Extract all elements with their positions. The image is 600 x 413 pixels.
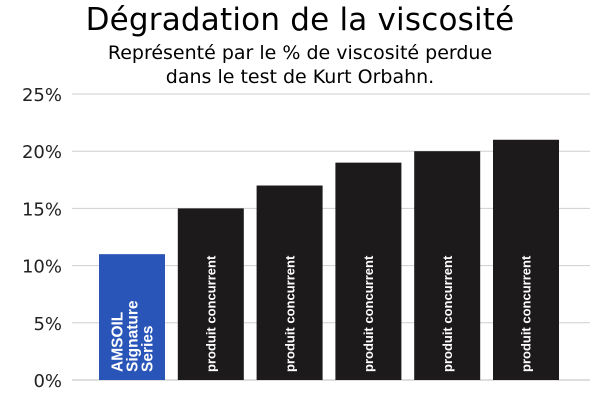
y-tick-label: 0% [33, 371, 62, 392]
y-tick-label: 20% [22, 142, 62, 163]
y-tick-label: 15% [22, 199, 62, 220]
bar-category-label-line: Signature [125, 300, 142, 372]
bar-category-label: produit concurrent [519, 255, 534, 372]
bar-category-label-line: produit concurrent [440, 255, 455, 372]
bar-category-label: produit concurrent [282, 255, 297, 372]
bar-amsoil [99, 254, 165, 380]
y-axis-ticks: 0% 5% 10% 15% 20% 25% [22, 85, 62, 392]
bar-category-label-line: AMSOIL [110, 312, 127, 372]
bar-category-label-line: produit concurrent [203, 255, 218, 372]
bar-category-label-line: produit concurrent [282, 255, 297, 372]
chart-title: Dégradation de la viscosité [85, 2, 515, 38]
bar-category-label: produit concurrent [203, 255, 218, 372]
y-tick-label: 25% [22, 85, 62, 106]
y-tick-label: 10% [22, 257, 62, 278]
bar-competitor [493, 139, 559, 380]
chart-subtitle: Représenté par le % de viscosité perdue … [0, 41, 600, 89]
y-tick-label: 5% [33, 314, 62, 335]
bar-category-label-line: produit concurrent [519, 255, 534, 372]
bar-competitor [256, 185, 323, 380]
bar-competitor [335, 162, 402, 380]
bars [99, 139, 559, 380]
bar-category-label: produit concurrent [440, 255, 455, 372]
subtitle-line-2: dans le test de Kurt Orbahn. [165, 66, 435, 88]
bar-competitor [177, 208, 244, 380]
bar-category-label: produit concurrent [361, 255, 376, 372]
bar-category-label-line: Series [140, 325, 157, 372]
subtitle-line-1: Représenté par le % de viscosité perdue [107, 42, 493, 64]
bar-competitor [414, 151, 481, 380]
bar-category-label-line: produit concurrent [361, 255, 376, 372]
